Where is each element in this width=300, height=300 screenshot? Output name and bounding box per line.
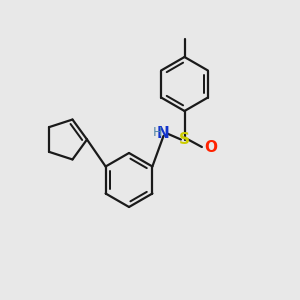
Text: O: O — [204, 140, 217, 154]
Text: N: N — [157, 126, 170, 141]
Text: S: S — [179, 132, 190, 147]
Text: H: H — [153, 126, 162, 139]
